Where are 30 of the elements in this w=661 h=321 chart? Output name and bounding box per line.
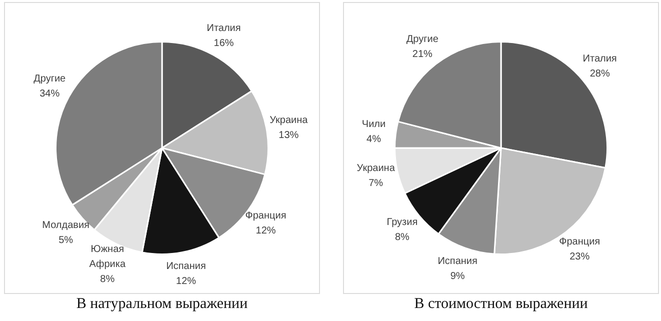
data-label: 13% [278,130,299,142]
data-label: 7% [368,178,384,190]
data-label: 9% [450,270,465,282]
data-label: 8% [394,232,410,243]
slice-label: Чили [362,119,386,130]
slice-label: Грузия [386,217,418,228]
data-label: 21% [412,48,433,60]
slice-label: Украина [270,115,308,126]
slice-label: Испания [438,256,478,267]
slice-label: Испания [166,261,206,272]
slice-label: Южная Африка [89,244,126,270]
slice-label: Другие [34,73,66,84]
data-label: 5% [58,235,74,246]
slice-label: Молдавия [42,220,90,232]
data-label: 8% [100,274,115,285]
slice-label: Италия [206,22,241,34]
slice-label: Украина [356,163,396,174]
data-label: 4% [366,134,382,146]
data-label: 34% [40,88,60,100]
slice-label: Франция [245,210,286,222]
data-label: 12% [176,276,196,288]
data-label: 16% [214,38,234,49]
slice-label: Италия [582,54,617,64]
text: В натуральном выражении [75,296,249,313]
slice-label: Франция [559,236,600,248]
data-label: 23% [570,252,590,263]
data-label: 12% [256,226,276,237]
slice-label: Другие [406,34,439,45]
text: В стоимостном выражении [413,296,589,313]
data-label: 28% [590,68,610,80]
